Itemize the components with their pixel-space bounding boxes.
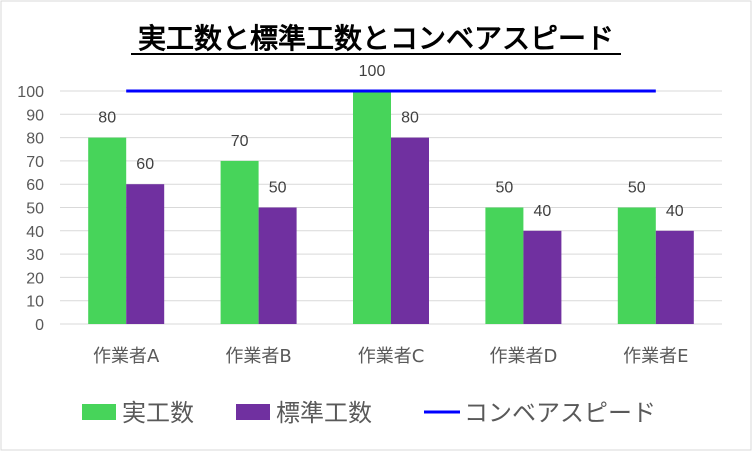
x-tick-label: 作業者D bbox=[489, 346, 557, 367]
axis-layer: 0 10 20 30 40 50 60 70 80 90 100 作業者A 作業者B 作業者C 作業者D 作業… bbox=[17, 84, 688, 367]
bar bbox=[391, 137, 429, 324]
data-label: 50 bbox=[269, 180, 287, 197]
legend: 実工数 標準工数 コンベアスピード bbox=[82, 399, 656, 427]
chart-title: 実工数と標準工数とコンベアスピード bbox=[138, 22, 614, 55]
legend-swatch bbox=[236, 404, 270, 420]
legend-label: 標準工数 bbox=[276, 399, 372, 427]
y-tick-label: 90 bbox=[26, 107, 44, 124]
data-label: 60 bbox=[136, 156, 154, 173]
legend-swatch bbox=[82, 404, 116, 420]
data-label: 100 bbox=[359, 63, 386, 80]
bar bbox=[220, 160, 259, 324]
x-tick-label: 作業者C bbox=[358, 346, 425, 367]
x-tick-label: 作業者B bbox=[225, 346, 291, 367]
x-tick-label: 作業者A bbox=[93, 346, 160, 367]
y-tick-label: 20 bbox=[26, 270, 44, 287]
y-tick-label: 60 bbox=[26, 177, 44, 194]
bar bbox=[88, 137, 127, 324]
y-tick-label: 30 bbox=[26, 247, 44, 264]
y-tick-label: 50 bbox=[26, 201, 44, 218]
labels-layer: 80 60 70 50 100 80 50 40 50 40 bbox=[98, 63, 683, 220]
y-tick-label: 10 bbox=[26, 294, 44, 311]
bar bbox=[523, 230, 562, 324]
bar bbox=[655, 230, 694, 324]
data-label: 50 bbox=[628, 180, 646, 197]
y-tick-label: 0 bbox=[35, 317, 44, 334]
data-label: 70 bbox=[231, 133, 249, 150]
data-label: 80 bbox=[401, 110, 419, 127]
bars-layer bbox=[88, 91, 694, 324]
bar bbox=[617, 207, 656, 324]
data-label: 40 bbox=[534, 203, 552, 220]
x-tick-label: 作業者E bbox=[623, 346, 688, 367]
bar bbox=[353, 91, 391, 324]
y-tick-label: 80 bbox=[26, 131, 44, 148]
bar bbox=[126, 184, 165, 324]
y-tick-label: 70 bbox=[26, 154, 44, 171]
legend-label: 実工数 bbox=[122, 399, 194, 427]
data-label: 40 bbox=[666, 203, 684, 220]
bar bbox=[258, 207, 297, 324]
bar bbox=[485, 207, 524, 324]
y-tick-label: 100 bbox=[17, 84, 44, 101]
legend-label: コンベアスピード bbox=[464, 399, 656, 427]
data-label: 50 bbox=[496, 180, 514, 197]
data-label: 80 bbox=[98, 110, 116, 127]
y-tick-label: 40 bbox=[26, 224, 44, 241]
